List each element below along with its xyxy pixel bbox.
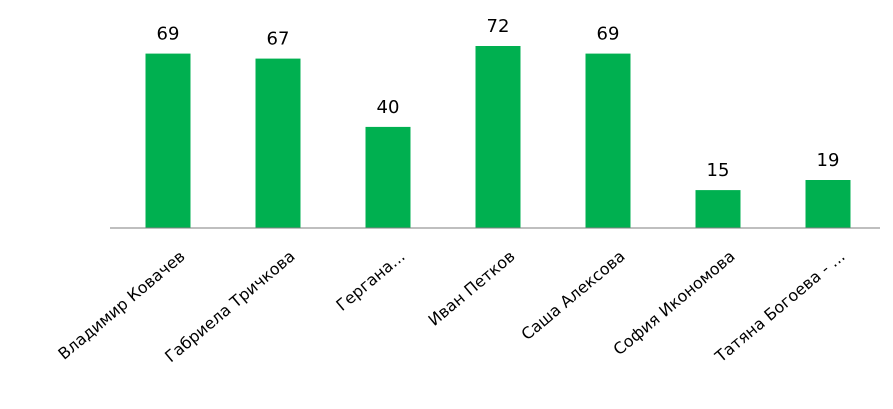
data-label: 72 <box>487 16 510 37</box>
data-label: 40 <box>377 97 400 118</box>
tick-label: Гергана... <box>332 247 408 315</box>
tick-label: София Икономова <box>610 247 739 360</box>
tick-label: Саша Алексова <box>518 247 629 344</box>
bar <box>695 190 741 228</box>
data-label: 67 <box>267 29 290 50</box>
value-labels-layer: 69 67 40 72 69 15 19 <box>157 16 840 181</box>
bar <box>585 53 631 228</box>
data-label: 19 <box>817 150 840 171</box>
data-label: 15 <box>707 160 730 181</box>
bar <box>365 126 411 228</box>
bar <box>145 53 191 228</box>
data-label: 69 <box>597 24 620 45</box>
bars-layer <box>145 46 851 228</box>
tick-label: Иван Петков <box>425 247 519 330</box>
bar <box>805 180 851 228</box>
data-label: 69 <box>157 24 180 45</box>
bar <box>255 58 301 228</box>
bar <box>475 46 521 228</box>
